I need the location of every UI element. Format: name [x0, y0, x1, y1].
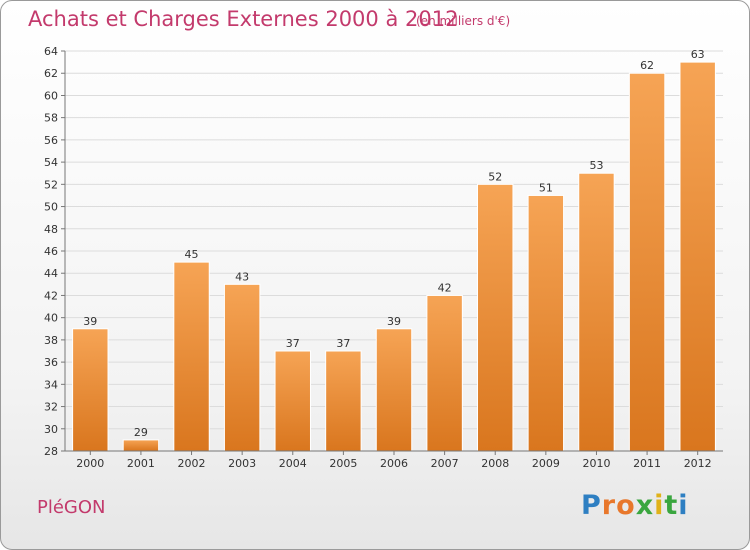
- bar-value-label: 52: [488, 170, 502, 183]
- logo-letter: P: [581, 490, 602, 521]
- bars: 39 29 45 43 37 37 39 42 52 51 53 62 63: [72, 48, 716, 452]
- bar: [527, 194, 565, 452]
- bar-value-label: 45: [185, 248, 199, 261]
- x-tick-label: 2010: [582, 457, 610, 470]
- bar-value-label: 62: [640, 59, 654, 72]
- chart-subtitle: (en milliers d'€): [416, 14, 511, 28]
- x-tick-label: 2008: [481, 457, 509, 470]
- logo-letter: o: [616, 490, 636, 521]
- bar-value-label: 43: [235, 270, 249, 283]
- bar: [628, 72, 666, 452]
- bar: [578, 172, 615, 452]
- logo-letter: t: [664, 490, 679, 521]
- y-tick-label: 54: [44, 156, 58, 169]
- x-tick-label: 2001: [127, 457, 155, 470]
- x-tick-label: 2007: [431, 457, 459, 470]
- bar-value-label: 29: [134, 426, 148, 439]
- y-tick-label: 40: [44, 312, 58, 325]
- y-tick-label: 30: [44, 423, 58, 436]
- bar: [223, 283, 261, 452]
- bar-value-label: 37: [286, 337, 300, 350]
- y-tick-label: 52: [44, 178, 58, 191]
- y-tick-label: 44: [44, 267, 58, 280]
- bar-value-label: 53: [589, 159, 603, 172]
- x-tick-label: 2009: [532, 457, 560, 470]
- y-tick-label: 60: [44, 89, 58, 102]
- y-tick-label: 62: [44, 67, 58, 80]
- x-tick-label: 2005: [329, 457, 357, 470]
- proxiti-logo: Proxiti: [581, 490, 689, 521]
- bar-value-label: 39: [387, 315, 401, 328]
- bar: [173, 261, 210, 452]
- logo-letter: r: [601, 490, 617, 521]
- bar-value-label: 51: [539, 181, 553, 194]
- y-tick-label: 32: [44, 401, 58, 414]
- bar: [679, 61, 716, 452]
- y-tick-label: 58: [44, 112, 58, 125]
- bar-value-label: 39: [83, 315, 97, 328]
- y-tick-label: 38: [44, 334, 58, 347]
- bar-value-label: 42: [438, 281, 452, 294]
- bar-value-label: 37: [336, 337, 350, 350]
- bar: [274, 350, 311, 452]
- y-tick-label: 50: [44, 201, 58, 214]
- bar: [375, 328, 413, 452]
- bar: [325, 350, 362, 452]
- axes: 28 30 32 34 36 38 40 42 44 46 48 50 52 54 56 58 60 62 64 20…: [44, 45, 723, 470]
- logo-letter: x: [635, 490, 655, 521]
- y-tick-label: 46: [44, 245, 58, 258]
- y-tick-label: 42: [44, 289, 58, 302]
- bar: [122, 439, 160, 452]
- y-tick-label: 64: [44, 45, 58, 58]
- commune-name: PléGON: [37, 497, 106, 518]
- chart-title: Achats et Charges Externes 2000 à 2012: [28, 7, 459, 31]
- y-tick-label: 28: [44, 445, 58, 458]
- x-tick-label: 2006: [380, 457, 408, 470]
- x-tick-label: 2012: [684, 457, 712, 470]
- y-tick-label: 56: [44, 134, 58, 147]
- bar-value-label: 63: [691, 48, 705, 61]
- x-tick-label: 2011: [633, 457, 661, 470]
- bar: [72, 328, 109, 452]
- x-tick-label: 2000: [76, 457, 104, 470]
- bar: [477, 183, 514, 452]
- bar: [426, 294, 463, 452]
- x-tick-label: 2002: [178, 457, 206, 470]
- logo-letter: i: [678, 490, 689, 521]
- y-tick-label: 36: [44, 356, 58, 369]
- y-tick-label: 34: [44, 378, 58, 391]
- y-tick-label: 48: [44, 223, 58, 236]
- x-tick-label: 2003: [228, 457, 256, 470]
- x-tick-label: 2004: [279, 457, 307, 470]
- logo-letter: i: [654, 490, 665, 521]
